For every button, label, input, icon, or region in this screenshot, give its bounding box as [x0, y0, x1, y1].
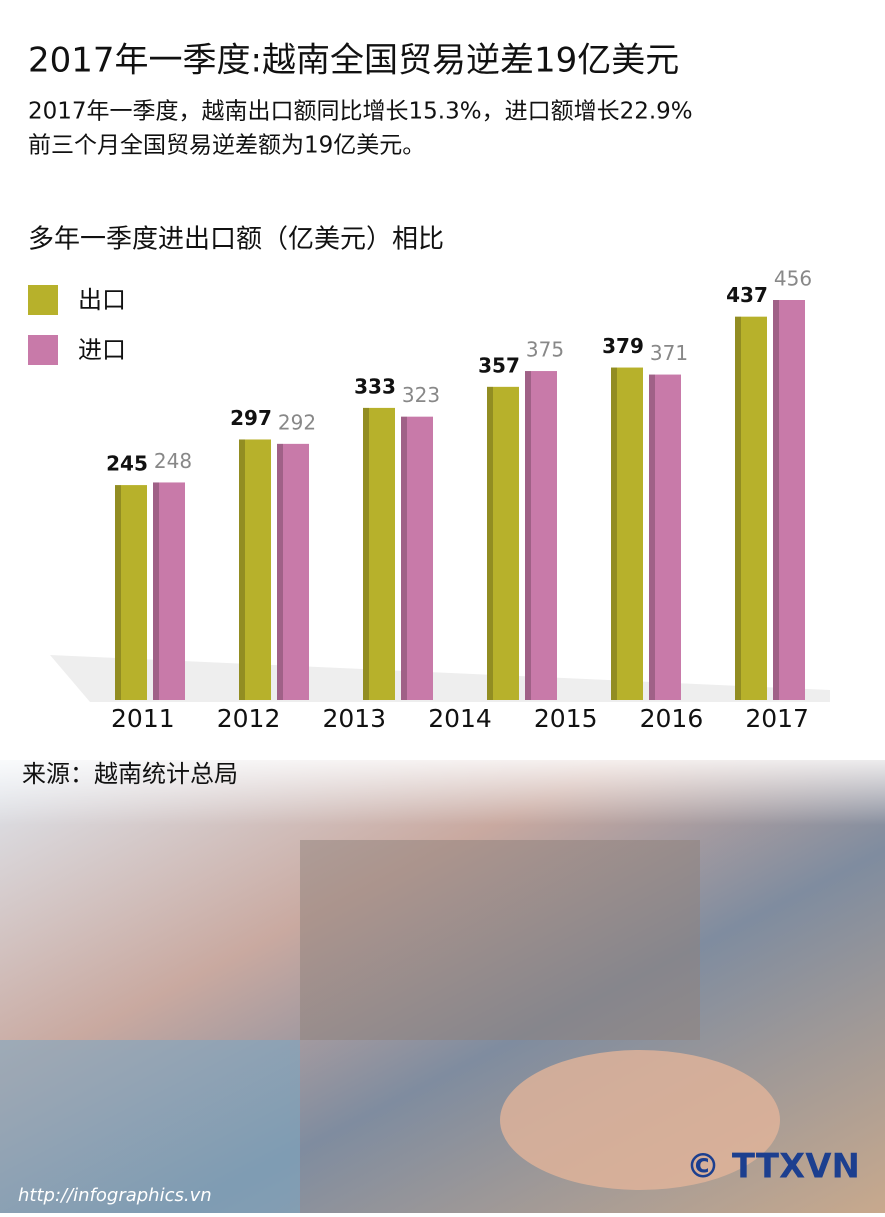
legend-swatch: [28, 335, 58, 365]
source: 来源：越南统计总局: [22, 760, 238, 788]
x-tick-label: 2015: [534, 704, 598, 733]
bar-shade: [487, 386, 493, 700]
subtitle: 2017年一季度，越南出口额同比增长15.3%，进口额增长22.9%: [28, 99, 693, 125]
x-tick-label: 2013: [322, 704, 386, 733]
x-tick-label: 2012: [217, 704, 281, 733]
value-label: 357: [478, 353, 520, 377]
photo-port: [300, 840, 700, 1040]
bar-shade: [611, 367, 617, 700]
value-label: 297: [230, 406, 272, 430]
x-tick-label: 2016: [640, 704, 704, 733]
bar: [487, 386, 519, 700]
bar: [525, 371, 557, 700]
legend-label: 出口: [78, 286, 126, 314]
bar-shade: [735, 316, 741, 700]
x-tick-label: 2014: [428, 704, 492, 733]
bar-shade: [153, 482, 159, 700]
bar: [649, 374, 681, 700]
photo-fade: [0, 745, 885, 825]
bar-shade: [649, 374, 655, 700]
bar-shade: [401, 416, 407, 700]
logo: © TTXVN: [686, 1147, 860, 1187]
bar: [277, 443, 309, 700]
bar-shade: [115, 485, 121, 700]
value-label: 375: [526, 338, 564, 362]
bar-shade: [363, 407, 369, 700]
bar: [401, 416, 433, 700]
photo-handshake: [500, 1050, 780, 1190]
value-label: 245: [106, 452, 148, 476]
value-label: 437: [726, 283, 768, 307]
value-label: 323: [402, 383, 440, 407]
bar-shade: [525, 371, 531, 700]
value-label: 248: [154, 449, 192, 473]
bar: [773, 300, 805, 700]
value-label: 456: [774, 267, 812, 291]
bar: [611, 367, 643, 700]
bar: [239, 439, 271, 700]
subtitle: 前三个月全国贸易逆差额为19亿美元。: [28, 133, 425, 159]
title: 2017年一季度:越南全国贸易逆差19亿美元: [28, 41, 679, 81]
value-label: 333: [354, 374, 396, 398]
value-label: 292: [278, 410, 316, 434]
bar-shade: [773, 300, 779, 700]
bar: [363, 407, 395, 700]
url: http://infographics.vn: [18, 1185, 212, 1206]
bar: [153, 482, 185, 700]
legend-swatch: [28, 285, 58, 315]
bar-shade: [239, 439, 245, 700]
bar: [115, 485, 147, 700]
value-label: 371: [650, 341, 688, 365]
bar: [735, 316, 767, 700]
chart-title: 多年一季度进出口额（亿美元）相比: [28, 225, 444, 255]
value-label: 379: [602, 334, 644, 358]
x-tick-label: 2017: [745, 704, 809, 733]
x-tick-label: 2011: [111, 704, 175, 733]
bar-shade: [277, 443, 283, 700]
photo-workers: [0, 1040, 300, 1213]
legend-label: 进口: [78, 336, 126, 364]
